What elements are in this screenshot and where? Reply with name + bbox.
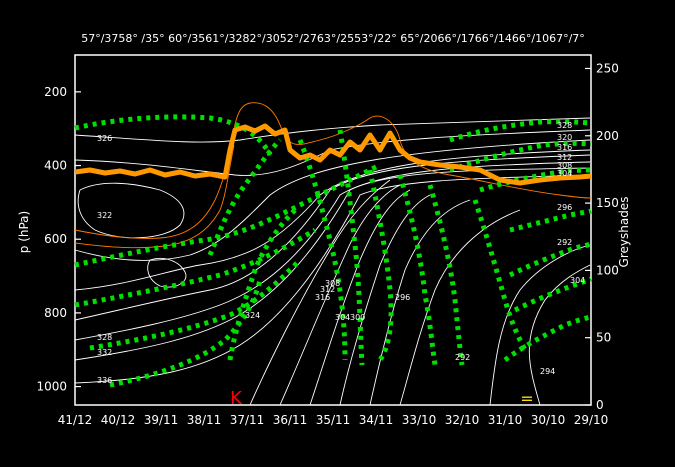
marker-k: K: [230, 388, 243, 409]
isentrope: [369, 199, 471, 406]
vertical-motion-contour: [472, 199, 528, 352]
y-right-tick-label: 50: [596, 331, 611, 345]
isentrope-label: 316: [557, 143, 572, 152]
isentrope-label: 336: [97, 376, 112, 385]
isentrope-label: 328: [557, 121, 572, 130]
isentrope-label: 292: [455, 353, 470, 362]
isentrope-label: 324: [245, 311, 260, 320]
vertical-motion-contour: [397, 174, 438, 366]
isentrope: [74, 139, 591, 261]
isentrope: [489, 244, 591, 406]
y-left-tick-label: 400: [44, 159, 67, 173]
x-tick-label: 30/10: [531, 413, 566, 427]
humidity-contour: [74, 144, 235, 249]
isentrope-label: 296: [557, 203, 572, 212]
isentrope-label: 294: [540, 367, 555, 376]
isentrope: [77, 182, 185, 239]
isentrope-label: 308: [557, 161, 572, 170]
isentrope-label: 292: [557, 238, 572, 247]
isentrope-label: 304: [570, 276, 585, 285]
humidity-layer: [74, 102, 592, 249]
x-tick-label: 31/10: [488, 413, 523, 427]
isentrope: [74, 149, 591, 291]
x-tick-label: 36/11: [273, 413, 308, 427]
vertical-motion-contour: [74, 114, 273, 157]
vertical-motion-contour: [427, 184, 465, 366]
isentrope-label: 304: [557, 169, 572, 178]
y-axis-left: 200 400 600 800 1000: [36, 85, 81, 394]
isentrope-label: 312: [557, 153, 572, 162]
isentrope: [74, 154, 591, 321]
vertical-motion-contour: [89, 258, 302, 351]
x-tick-label: 33/10: [402, 413, 437, 427]
x-tick-label: 39/11: [144, 413, 179, 427]
isentrope: [74, 174, 591, 384]
isentrope-label: 304: [335, 313, 350, 322]
isentrope-label: 326: [97, 134, 112, 143]
isentrope-label: 308: [325, 279, 340, 288]
marker-equals: =: [520, 389, 533, 408]
y-right-tick-label: 250: [596, 61, 619, 75]
isentrope-label: 320: [557, 133, 572, 142]
isentrope: [399, 209, 521, 406]
vertical-motion-contour: [297, 139, 348, 361]
vertical-motion-layer: [74, 114, 593, 388]
vertical-motion-contour: [479, 167, 592, 193]
y-right-tick-label: 100: [596, 263, 619, 277]
isentrope: [249, 179, 391, 406]
x-tick-label: 41/12: [58, 413, 93, 427]
isentrope-label: 332: [97, 348, 112, 357]
x-tick-label: 40/12: [101, 413, 136, 427]
isentrope: [528, 264, 591, 406]
x-tick-label: 38/11: [187, 413, 222, 427]
isentrope: [74, 167, 591, 361]
isentrope-label: 296: [395, 293, 410, 302]
vertical-motion-contour: [503, 314, 592, 363]
y-left-tick-label: 1000: [36, 380, 67, 394]
tropopause-line: [74, 123, 592, 186]
vertical-motion-contour: [74, 227, 317, 308]
y-right-tick-label: 200: [596, 129, 619, 143]
isentrope: [74, 117, 591, 143]
isentrope-label: 316: [315, 293, 330, 302]
y-axis-right: 0 50 100 150 200 250: [585, 61, 619, 412]
vertical-motion-contour: [508, 241, 592, 278]
x-tick-label: 29/10: [574, 413, 609, 427]
vertical-motion-contour: [337, 129, 365, 366]
y-axis-left-title: p (hPa): [17, 211, 31, 253]
y-left-tick-label: 200: [44, 85, 67, 99]
isentrope-label: 328: [97, 333, 112, 342]
y-axis-right-title: Greyshades: [617, 197, 631, 268]
x-tick-label: 35/11: [316, 413, 351, 427]
x-axis: 41/12 40/12 39/11 38/11 37/11 36/11 35/11 34/11…: [58, 413, 609, 427]
y-left-tick-label: 600: [44, 232, 67, 246]
vertical-motion-contour: [109, 279, 263, 388]
y-left-tick-label: 800: [44, 306, 67, 320]
isentrope: [74, 129, 591, 176]
isentrope: [279, 184, 401, 406]
isentrope-label: 322: [97, 211, 112, 220]
y-right-tick-label: 0: [596, 398, 604, 412]
y-right-tick-label: 150: [596, 196, 619, 210]
vertical-motion-contour: [513, 276, 593, 313]
vertical-motion-contour: [367, 169, 394, 362]
x-tick-label: 34/11: [359, 413, 394, 427]
vertical-motion-contour: [227, 208, 297, 361]
top-coordinate-labels: 57°/3758° /35° 60°/3561°/3282°/3052°/276…: [81, 32, 585, 45]
x-tick-label: 37/11: [230, 413, 265, 427]
vertical-motion-contour: [207, 138, 282, 256]
plot-frame: [74, 54, 592, 406]
isentrope: [147, 257, 187, 288]
vertical-motion-contour: [449, 119, 592, 143]
vertical-motion-contour: [509, 208, 592, 233]
isentrope-label: 300: [350, 313, 365, 322]
x-tick-label: 32/10: [445, 413, 480, 427]
humidity-contour: [74, 102, 592, 239]
vertical-motion-contour: [74, 162, 382, 268]
isentrope-label: 312: [320, 285, 335, 294]
